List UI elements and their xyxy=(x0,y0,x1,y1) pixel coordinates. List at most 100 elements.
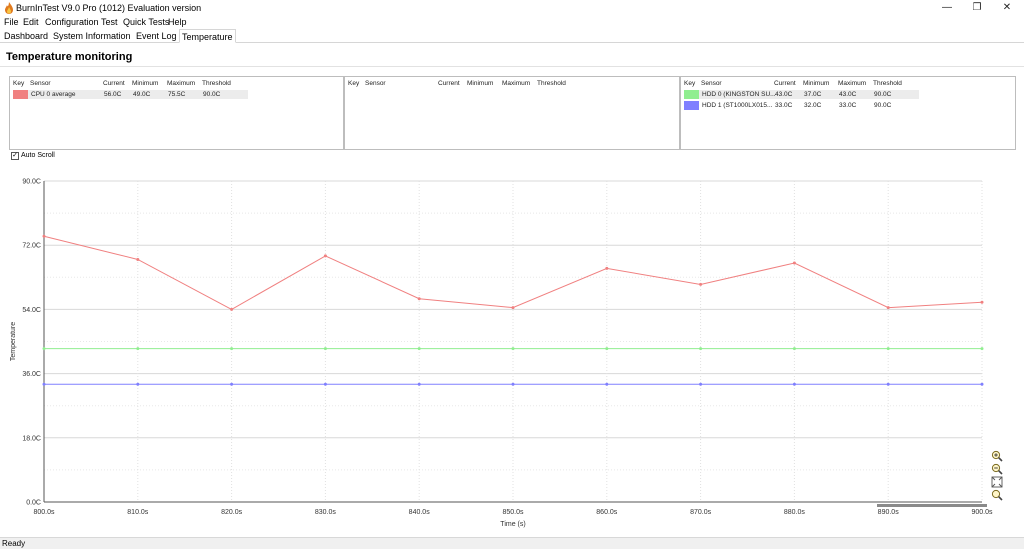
data-point xyxy=(605,266,609,270)
data-point xyxy=(417,347,421,351)
chart-scrollbar[interactable] xyxy=(877,504,987,507)
x-tick-label: 810.0s xyxy=(127,509,149,516)
tab-system-information[interactable]: System Information xyxy=(53,31,131,41)
status-text: Ready xyxy=(2,539,26,548)
sensor-panel-empty: Key Sensor Current Minimum Maximum Thres… xyxy=(344,76,680,150)
x-axis-label: Time (s) xyxy=(500,521,525,528)
menu-configuration[interactable]: Configuration xyxy=(45,17,99,27)
tab-dashboard[interactable]: Dashboard xyxy=(4,31,49,41)
sensor-threshold: 90.0C xyxy=(203,91,221,98)
auto-scroll-checkbox[interactable]: ✓ xyxy=(11,152,19,160)
column-current: Current xyxy=(774,80,796,87)
data-point xyxy=(323,347,327,351)
data-point xyxy=(511,347,515,351)
temperature-chart[interactable]: 0.0C 18.0C 36.0C 54.0C 72.0C 90.0C 800.0s 810.0… xyxy=(0,168,1024,537)
x-tick-label: 830.0s xyxy=(315,509,337,516)
sensor-current: 33.0C xyxy=(775,102,793,109)
data-point xyxy=(605,347,609,351)
data-point xyxy=(230,382,234,386)
data-point xyxy=(792,382,796,386)
menu-bar: File Edit Configuration Test Quick Tests… xyxy=(0,16,1024,29)
close-button[interactable]: ✕ xyxy=(1002,2,1012,13)
column-minimum: Minimum xyxy=(803,80,830,87)
column-minimum: Minimum xyxy=(132,80,159,87)
column-sensor: Sensor xyxy=(701,80,722,87)
data-point xyxy=(323,382,327,386)
column-minimum: Minimum xyxy=(467,80,494,87)
x-tick-label: 800.0s xyxy=(33,509,55,516)
zoom-in-icon[interactable] xyxy=(991,450,1003,462)
data-point xyxy=(792,261,796,265)
row-highlight xyxy=(699,90,919,99)
data-point xyxy=(699,347,703,351)
menu-test[interactable]: Test xyxy=(101,17,118,27)
sensor-name: CPU 0 average xyxy=(31,91,76,98)
zoom-reset-icon[interactable] xyxy=(991,489,1003,501)
y-tick-label: 36.0C xyxy=(22,371,41,378)
sensor-minimum: 37.0C xyxy=(804,91,822,98)
series-color-key xyxy=(13,90,28,99)
tab-temperature[interactable]: Temperature xyxy=(179,29,236,43)
x-tick-label: 900.0s xyxy=(971,509,993,516)
data-point xyxy=(886,382,890,386)
data-point xyxy=(792,347,796,351)
sensor-panel-cpu: Key Sensor Current Minimum Maximum Thres… xyxy=(9,76,344,150)
data-point xyxy=(886,306,890,310)
zoom-fit-icon[interactable] xyxy=(991,476,1003,488)
data-point xyxy=(417,382,421,386)
column-maximum: Maximum xyxy=(167,80,196,87)
menu-quick-tests[interactable]: Quick Tests xyxy=(123,17,170,27)
y-axis-label: Temperature xyxy=(10,322,17,361)
series-color-key xyxy=(684,101,699,110)
column-sensor: Sensor xyxy=(30,80,51,87)
page-title: Temperature monitoring xyxy=(6,51,133,63)
sensor-threshold: 90.0C xyxy=(874,91,892,98)
status-bar: Ready xyxy=(0,537,1024,549)
row-highlight xyxy=(28,90,248,99)
column-threshold: Threshold xyxy=(873,80,902,87)
data-point xyxy=(980,300,984,304)
sensor-name: HDD 1 (ST1000LX015... xyxy=(702,102,773,109)
series-color-key xyxy=(684,90,699,99)
column-key: Key xyxy=(348,80,360,87)
data-point xyxy=(886,347,890,351)
data-point xyxy=(511,306,515,310)
data-point xyxy=(136,382,140,386)
y-tick-label: 18.0C xyxy=(22,435,41,442)
minimize-button[interactable]: — xyxy=(942,2,952,13)
maximize-button[interactable]: ❐ xyxy=(972,2,982,13)
data-point xyxy=(980,382,984,386)
y-tick-label: 90.0C xyxy=(22,179,41,186)
divider xyxy=(0,66,1024,67)
y-tick-label: 0.0C xyxy=(26,500,41,507)
data-point xyxy=(230,347,234,351)
tab-strip: Dashboard System Information Event Log T… xyxy=(0,29,1024,43)
column-key: Key xyxy=(684,80,696,87)
tab-event-log[interactable]: Event Log xyxy=(136,31,177,41)
menu-help[interactable]: Help xyxy=(168,17,187,27)
data-point xyxy=(699,382,703,386)
sensor-maximum: 75.5C xyxy=(168,91,186,98)
menu-edit[interactable]: Edit xyxy=(23,17,39,27)
column-current: Current xyxy=(438,80,460,87)
column-threshold: Threshold xyxy=(537,80,566,87)
data-point xyxy=(417,297,421,301)
data-point xyxy=(136,257,140,261)
sensor-maximum: 43.0C xyxy=(839,91,857,98)
window-title: BurnInTest V9.0 Pro (1012) Evaluation ve… xyxy=(16,3,202,13)
column-current: Current xyxy=(103,80,125,87)
data-point xyxy=(136,347,140,351)
x-tick-label: 870.0s xyxy=(690,509,712,516)
column-threshold: Threshold xyxy=(202,80,231,87)
menu-file[interactable]: File xyxy=(4,17,19,27)
title-bar: BurnInTest V9.0 Pro (1012) Evaluation ve… xyxy=(0,0,1024,16)
zoom-out-icon[interactable] xyxy=(991,463,1003,475)
sensor-minimum: 49.0C xyxy=(133,91,151,98)
data-point xyxy=(980,347,984,351)
data-point xyxy=(323,254,327,258)
data-point xyxy=(42,382,46,386)
auto-scroll-label: Auto Scroll xyxy=(21,152,55,159)
x-tick-label: 880.0s xyxy=(784,509,806,516)
sensor-current: 43.0C xyxy=(775,91,793,98)
sensor-minimum: 32.0C xyxy=(804,102,822,109)
